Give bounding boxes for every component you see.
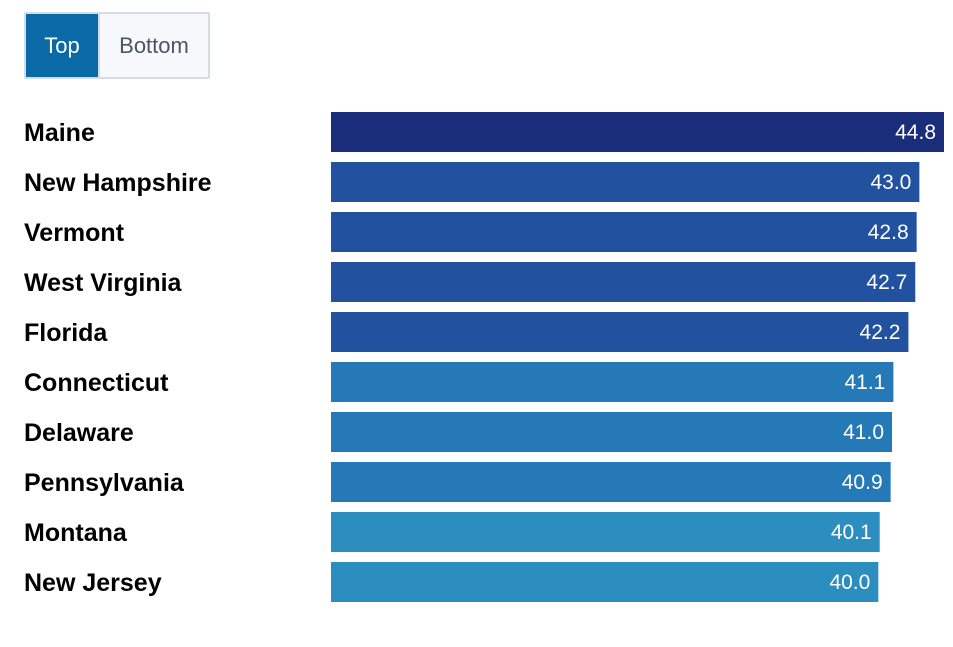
bar[interactable] xyxy=(331,162,920,202)
value-label: 40.0 xyxy=(829,571,870,594)
bar[interactable] xyxy=(331,112,944,152)
value-label: 42.7 xyxy=(866,271,907,294)
bar[interactable] xyxy=(331,562,879,602)
bar[interactable] xyxy=(331,412,893,452)
value-label: 42.8 xyxy=(868,221,909,244)
value-label: 44.8 xyxy=(895,121,936,144)
bottom-button[interactable]: Bottom xyxy=(98,14,208,77)
value-label: 41.1 xyxy=(844,371,885,394)
category-label: Florida xyxy=(24,319,108,347)
value-label: 42.2 xyxy=(860,321,901,344)
category-label: Maine xyxy=(24,119,95,147)
category-label: Connecticut xyxy=(24,369,169,397)
value-label: 43.0 xyxy=(870,171,911,194)
category-label: Vermont xyxy=(24,219,125,247)
value-label: 41.0 xyxy=(843,421,884,444)
category-label: Pennsylvania xyxy=(24,469,185,497)
category-label: New Jersey xyxy=(24,569,162,597)
category-label: Montana xyxy=(24,519,128,547)
top-bottom-toggle: Top Bottom xyxy=(24,12,210,79)
bar[interactable] xyxy=(331,312,909,352)
value-label: 40.9 xyxy=(842,471,883,494)
bar-chart: Maine 44.8 New Hampshire 43.0 Vermont 42.8 Wes… xyxy=(24,112,944,602)
bar[interactable] xyxy=(331,212,917,252)
bar[interactable] xyxy=(331,262,916,302)
value-label: 40.1 xyxy=(831,521,872,544)
bar[interactable] xyxy=(331,362,894,402)
category-label: New Hampshire xyxy=(24,169,212,197)
bar[interactable] xyxy=(331,462,891,502)
category-label: West Virginia xyxy=(24,269,183,297)
bar[interactable] xyxy=(331,512,880,552)
category-label: Delaware xyxy=(24,419,134,447)
top-button[interactable]: Top xyxy=(26,14,98,77)
